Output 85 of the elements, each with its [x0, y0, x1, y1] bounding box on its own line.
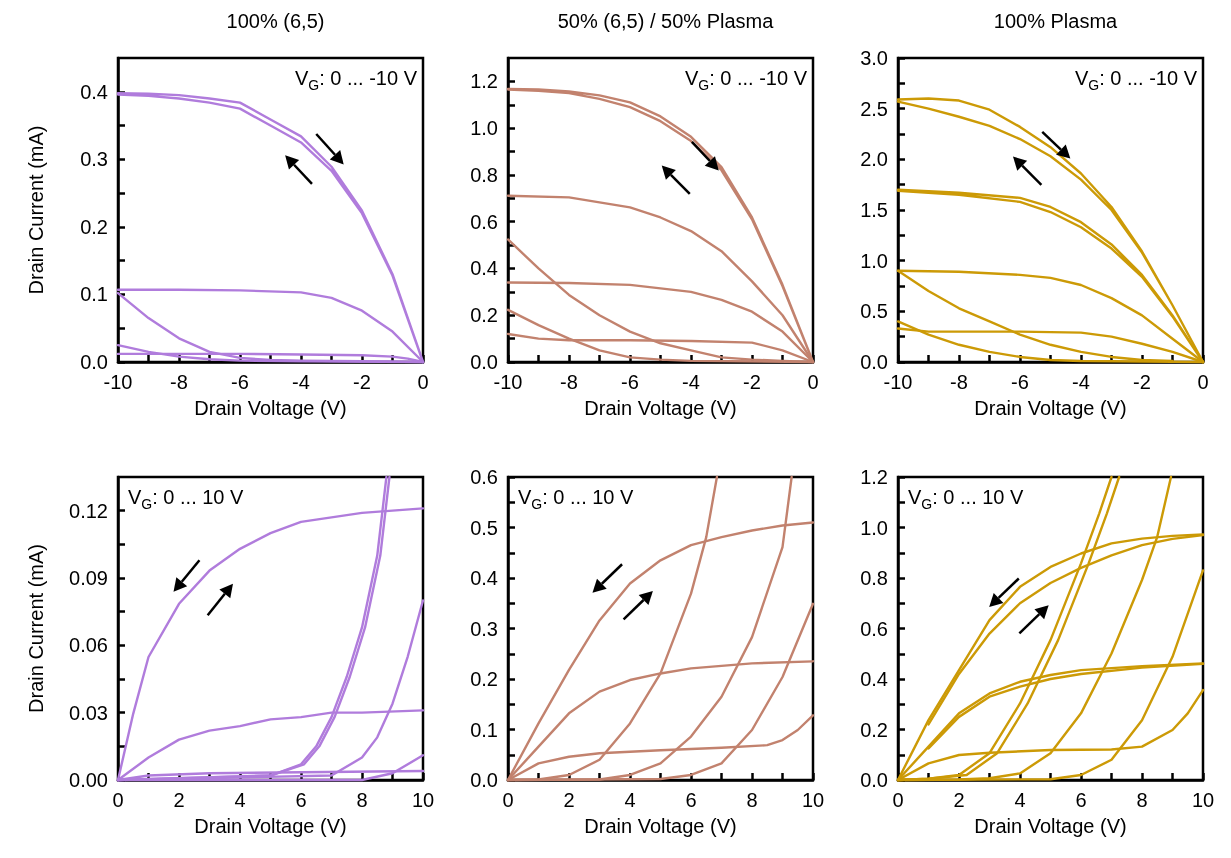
x-tick-label: -2 — [1133, 371, 1151, 393]
y-tick-label: 0.0 — [860, 351, 888, 373]
y-tick-label: 1.2 — [470, 70, 498, 93]
x-tick-label: 0 — [1197, 371, 1209, 393]
y-tick-label: 1.0 — [470, 117, 498, 140]
y-tick-label: 0.3 — [470, 617, 498, 640]
x-tick-label: 10 — [411, 789, 435, 811]
y-axis-title: Drain Current (mA) — [25, 125, 47, 295]
x-axis-title: Drain Voltage (V) — [584, 815, 737, 837]
x-tick-label: 6 — [1075, 789, 1087, 811]
x-tick-label: 0 — [502, 789, 514, 811]
y-tick-label: 0.00 — [69, 769, 108, 791]
x-tick-label: -6 — [231, 371, 249, 393]
x-tick-label: 8 — [356, 789, 368, 811]
y-tick-label: 1.5 — [860, 199, 888, 221]
x-axis-title: Drain Voltage (V) — [974, 397, 1127, 419]
x-tick-label: -2 — [353, 371, 371, 393]
x-axis-title: Drain Voltage (V) — [194, 397, 347, 419]
y-tick-label: 0.4 — [860, 668, 888, 690]
chart-title: 100% (6,5) — [226, 10, 325, 32]
y-tick-label: 0.8 — [470, 163, 498, 186]
x-tick-label: -8 — [560, 371, 578, 393]
x-tick-label: -6 — [1011, 371, 1029, 393]
y-tick-label: 0.12 — [69, 499, 108, 522]
y-tick-label: 0.2 — [470, 304, 498, 327]
y-tick-label: 0.1 — [80, 283, 108, 306]
x-tick-label: -10 — [883, 371, 913, 393]
x-tick-label: 2 — [173, 789, 185, 811]
y-tick-label: 0.5 — [470, 516, 498, 539]
y-tick-label: 0.1 — [470, 718, 498, 741]
x-tick-label: 4 — [624, 789, 636, 811]
x-tick-label: -4 — [682, 371, 700, 393]
y-tick-label: 0.6 — [470, 210, 498, 233]
y-tick-label: 3.0 — [860, 47, 888, 69]
y-axis-title: Drain Current (mA) — [25, 544, 47, 713]
x-tick-label: -8 — [950, 371, 968, 393]
x-axis-title: Drain Voltage (V) — [194, 815, 347, 837]
y-tick-label: 1.2 — [860, 466, 888, 488]
y-tick-label: 2.0 — [860, 148, 888, 171]
y-tick-label: 0.8 — [860, 567, 888, 589]
x-tick-label: 0 — [112, 789, 124, 811]
x-tick-label: -4 — [1072, 371, 1090, 393]
y-tick-label: 0.4 — [80, 80, 108, 103]
y-tick-label: 0.3 — [80, 148, 108, 171]
y-tick-label: 0.2 — [860, 718, 888, 741]
y-tick-label: 0.0 — [470, 769, 498, 791]
y-tick-label: 0.0 — [470, 351, 498, 373]
x-tick-label: -8 — [170, 371, 188, 393]
chart-title: 100% Plasma — [993, 10, 1119, 32]
y-tick-label: 0.6 — [470, 466, 498, 488]
x-axis-title: Drain Voltage (V) — [584, 397, 737, 419]
y-tick-label: 0.09 — [69, 567, 108, 589]
y-tick-label: 0.2 — [470, 668, 498, 690]
y-tick-label: 1.0 — [860, 516, 888, 539]
x-tick-label: -6 — [621, 371, 639, 393]
x-tick-label: 10 — [801, 789, 825, 811]
y-tick-label: 0.06 — [69, 634, 108, 657]
y-tick-label: 2.5 — [860, 97, 888, 120]
x-axis-title: Drain Voltage (V) — [974, 815, 1127, 837]
x-tick-label: 10 — [1191, 789, 1215, 811]
y-tick-label: 0.5 — [860, 300, 888, 323]
y-tick-label: 0.0 — [860, 769, 888, 791]
chart-title: 50% (6,5) / 50% Plasma — [557, 10, 775, 32]
x-tick-label: 0 — [892, 789, 904, 811]
y-tick-label: 0.2 — [80, 215, 108, 238]
x-tick-label: 6 — [685, 789, 697, 811]
y-tick-label: 0.4 — [470, 257, 498, 280]
y-tick-label: 0.03 — [69, 701, 108, 724]
y-tick-label: 1.0 — [860, 249, 888, 272]
x-tick-label: -2 — [743, 371, 761, 393]
x-tick-label: -10 — [493, 371, 523, 393]
x-tick-label: 2 — [563, 789, 575, 811]
x-tick-label: 8 — [1136, 789, 1148, 811]
y-tick-label: 0.4 — [470, 567, 498, 589]
y-tick-label: 0.6 — [860, 617, 888, 640]
x-tick-label: 8 — [746, 789, 758, 811]
x-tick-label: 0 — [417, 371, 429, 393]
y-tick-label: 0.0 — [80, 351, 108, 373]
x-tick-label: -10 — [103, 371, 133, 393]
x-tick-label: 4 — [1014, 789, 1026, 811]
x-tick-label: -4 — [292, 371, 310, 393]
x-tick-label: 6 — [295, 789, 307, 811]
x-tick-label: 0 — [807, 371, 819, 393]
x-tick-label: 2 — [953, 789, 965, 811]
x-tick-label: 4 — [234, 789, 246, 811]
